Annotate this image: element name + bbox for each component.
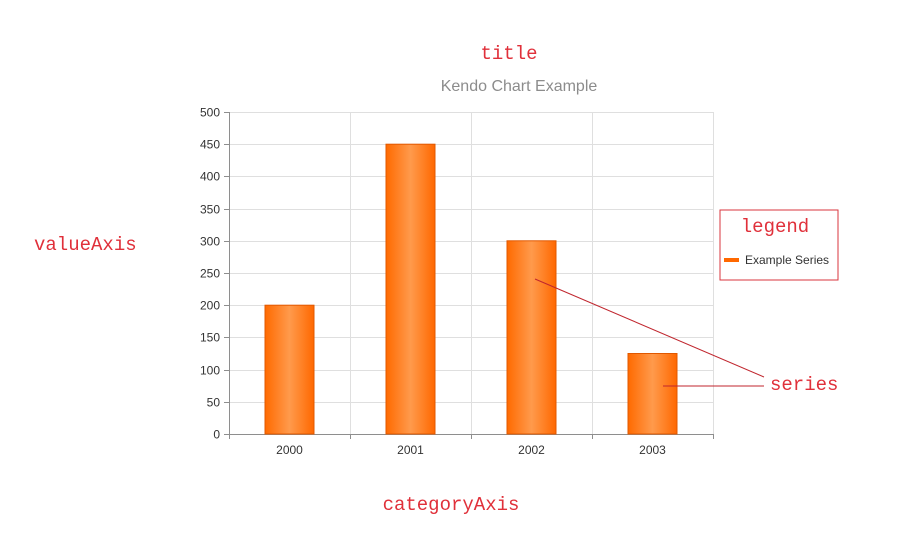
value-axis-tick-label: 500 <box>200 106 220 120</box>
category-axis-ticks: 2000 2001 2002 2003 <box>276 443 666 457</box>
title-annotation: title <box>480 43 537 65</box>
legend-swatch <box>724 258 739 262</box>
bar <box>264 304 315 435</box>
category-axis-tick-label: 2001 <box>397 443 424 457</box>
value-axis-tick-label: 400 <box>200 170 220 184</box>
series-annotation: series <box>770 374 838 396</box>
chart-title: Kendo Chart Example <box>441 78 598 95</box>
value-axis-tick-label: 50 <box>207 396 221 410</box>
category-axis-tick-label: 2000 <box>276 443 303 457</box>
value-axis-tick-label: 0 <box>213 428 220 442</box>
value-axis-tick-label: 300 <box>200 235 220 249</box>
legend[interactable]: Example Series <box>724 253 829 267</box>
category-axis-annotation: categoryAxis <box>383 494 520 516</box>
value-axis-tick-label: 200 <box>200 299 220 313</box>
value-axis-tick-label: 350 <box>200 203 220 217</box>
gridlines <box>229 112 714 434</box>
value-axis-tick-label: 100 <box>200 364 220 378</box>
value-axis-annotation: valueAxis <box>34 234 137 256</box>
legend-annotation-box <box>719 209 839 281</box>
bar <box>385 143 436 435</box>
bar-series <box>264 143 678 435</box>
category-axis-tick-label: 2003 <box>639 443 666 457</box>
series-pointer-line <box>534 278 765 378</box>
legend-annotation: legend <box>741 216 809 238</box>
category-axis-tick-label: 2002 <box>518 443 545 457</box>
value-axis-tick-label: 250 <box>200 267 220 281</box>
bar <box>506 240 557 435</box>
legend-entry-label: Example Series <box>745 253 829 267</box>
value-axis-tick-label: 150 <box>200 331 220 345</box>
value-axis-ticks: 0 50 100 150 200 250 300 350 400 450 500 <box>200 106 220 442</box>
bar <box>627 353 678 435</box>
value-axis-tick-label: 450 <box>200 138 220 152</box>
